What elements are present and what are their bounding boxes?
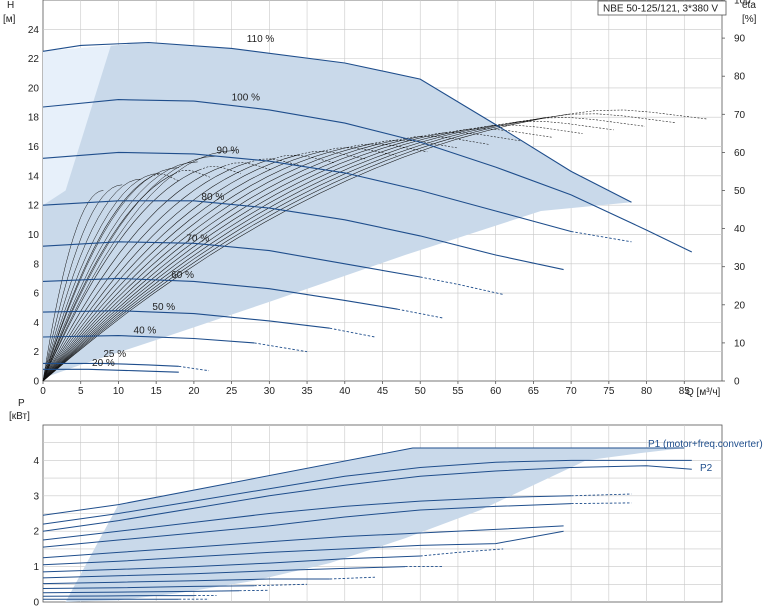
speed-curve-label-3: 80 % xyxy=(201,192,224,203)
x-tick-label: 0 xyxy=(40,386,46,397)
x-tick-label: 50 xyxy=(415,386,427,397)
speed-curve-label-0: 110 % xyxy=(247,34,275,45)
eta-tick-label: 10 xyxy=(734,338,746,349)
x-tick-label: 35 xyxy=(301,386,313,397)
x-tick-label: 10 xyxy=(113,386,125,397)
pump-title: NBE 50-125/121, 3*380 V xyxy=(603,4,718,15)
head-tick-label: 22 xyxy=(28,54,40,65)
eta-tick-label: 90 xyxy=(734,34,746,45)
head-tick-label: 8 xyxy=(33,259,39,270)
speed-curve-label-5: 60 % xyxy=(171,270,194,281)
power-axis-title: P xyxy=(18,398,25,409)
head-tick-label: 0 xyxy=(33,377,39,388)
power-axis-unit: [кВт] xyxy=(9,411,30,422)
speed-curve-label-2: 90 % xyxy=(217,145,240,156)
power-tick-label: 4 xyxy=(33,456,39,467)
power-tick-label: 0 xyxy=(33,598,39,609)
eta-tick-label: 60 xyxy=(734,148,746,159)
head-axis-title: H xyxy=(7,0,14,11)
x-tick-label: 65 xyxy=(528,386,540,397)
x-tick-label: 80 xyxy=(641,386,653,397)
head-tick-label: 14 xyxy=(28,171,40,182)
eta-tick-label: 70 xyxy=(734,110,746,121)
head-tick-label: 18 xyxy=(28,113,40,124)
power-tick-label: 1 xyxy=(33,562,39,573)
speed-curve-label-1: 100 % xyxy=(232,93,260,104)
x-tick-label: 55 xyxy=(452,386,464,397)
eta-tick-label: 0 xyxy=(734,377,740,388)
head-tick-label: 12 xyxy=(28,201,40,212)
eta-tick-label: 50 xyxy=(734,186,746,197)
x-tick-label: 40 xyxy=(339,386,351,397)
power-tick-label: 2 xyxy=(33,527,39,538)
head-tick-label: 2 xyxy=(33,347,39,358)
head-tick-label: 24 xyxy=(28,25,40,36)
speed-curve-label-4: 70 % xyxy=(186,233,209,244)
flow-axis-title: Q [м³/ч] xyxy=(686,387,721,398)
x-tick-label: 45 xyxy=(377,386,389,397)
efficiency-axis-title: eta xyxy=(742,0,756,11)
head-tick-label: 16 xyxy=(28,142,40,153)
x-tick-label: 60 xyxy=(490,386,502,397)
speed-curve-label-7: 40 % xyxy=(134,326,157,337)
power-axis-ticks: 0 1 2 3 4 xyxy=(33,456,39,609)
x-tick-label: 20 xyxy=(188,386,200,397)
head-tick-label: 6 xyxy=(33,289,39,300)
head-tick-label: 4 xyxy=(33,318,39,329)
x-tick-label: 5 xyxy=(78,386,84,397)
head-tick-label: 10 xyxy=(28,230,40,241)
speed-curve-label-9: 20 % xyxy=(92,358,115,369)
x-tick-label: 70 xyxy=(566,386,578,397)
p2-label: P2 xyxy=(700,463,713,474)
p1-label: P1 (motor+freq.converter) xyxy=(648,439,763,450)
head-tick-label: 20 xyxy=(28,83,40,94)
power-tick-label: 3 xyxy=(33,491,39,502)
efficiency-axis-unit: [%] xyxy=(742,14,757,25)
head-axis-unit: [м] xyxy=(3,14,16,25)
x-tick-label: 15 xyxy=(151,386,163,397)
speed-curve-label-6: 50 % xyxy=(152,302,175,313)
eta-tick-label: 40 xyxy=(734,224,746,235)
eta-tick-label: 20 xyxy=(734,300,746,311)
eta-tick-label: 80 xyxy=(734,72,746,83)
x-tick-label: 75 xyxy=(603,386,615,397)
x-tick-label: 30 xyxy=(264,386,276,397)
x-tick-label: 25 xyxy=(226,386,238,397)
eta-tick-label: 30 xyxy=(734,262,746,273)
